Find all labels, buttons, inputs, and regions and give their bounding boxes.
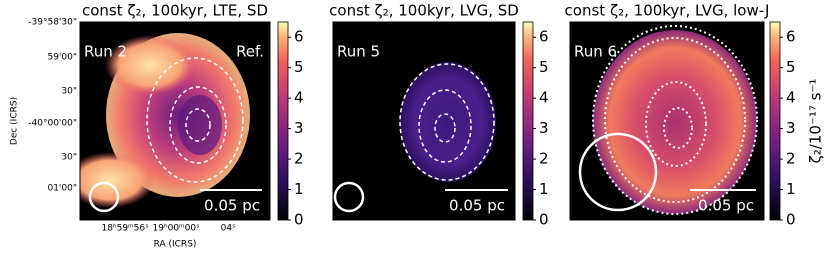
run-label: Run 5 [337, 43, 380, 61]
y-tick-label: -40°00'00" [28, 119, 77, 129]
colorbar-tick-label: 1 [539, 180, 549, 198]
map-panel-3 [570, 22, 764, 220]
panel-title: const ζ₂, 100kyr, LTE, SD [82, 2, 268, 20]
panel-title: const ζ₂, 100kyr, LVG, low-J [565, 2, 770, 20]
y-tick-label: 59'00" [47, 53, 77, 63]
colorbar [277, 21, 289, 221]
colorbar-tick-label: 2 [539, 150, 549, 168]
colorbar-tick-label: 0 [294, 211, 304, 229]
run-label: Run 2 [84, 43, 127, 61]
x-tick-label: 18ʰ59ᵐ56ˢ [102, 224, 149, 234]
colorbar [769, 21, 781, 221]
colorbar-tick-label: 0 [786, 211, 796, 229]
x-tick-label: 19ʰ00ᵐ00ˢ [153, 224, 200, 234]
run-label: Run 6 [574, 43, 617, 61]
map-panel-2 [333, 22, 515, 220]
colorbar-tick-label: 1 [786, 180, 796, 198]
colorbar-tick-label: 4 [294, 89, 304, 107]
scale-bar-label: 0.05 pc [698, 197, 754, 215]
colorbar-label: ζ₂/10⁻¹⁷ s⁻¹ [807, 79, 825, 164]
reference-label: Ref. [236, 43, 264, 61]
colorbar-tick-label: 6 [786, 28, 796, 46]
x-axis-label: RA (ICRS) [154, 240, 197, 250]
map-panel-1 [80, 22, 270, 220]
y-tick-label: 30" [61, 153, 77, 163]
colorbar-tick-label: 2 [786, 150, 796, 168]
colorbar [522, 21, 534, 221]
x-tick-label: 04ˢ [221, 224, 236, 234]
colorbar-tick-label: 3 [786, 119, 796, 137]
panel-title: const ζ₂, 100kyr, LVG, SD [329, 2, 519, 20]
colorbar-tick-label: 6 [539, 28, 549, 46]
colorbar-tick-label: 4 [786, 89, 796, 107]
y-tick-label: 01'00" [47, 184, 77, 194]
y-tick-label: 30" [61, 87, 77, 97]
y-axis-label: Dec (ICRS) [10, 97, 20, 145]
colorbar-tick-label: 5 [786, 58, 796, 76]
colorbar-tick-label: 6 [294, 28, 304, 46]
colorbar-tick-label: 0 [539, 211, 549, 229]
colorbar-tick-label: 3 [539, 119, 549, 137]
colorbar-tick-label: 3 [294, 119, 304, 137]
colorbar-tick-label: 2 [294, 150, 304, 168]
colorbar-tick-label: 1 [294, 180, 304, 198]
scale-bar-label: 0.05 pc [204, 197, 260, 215]
y-tick-label: -39°58'30" [28, 18, 77, 28]
colorbar-tick-label: 5 [539, 58, 549, 76]
scale-bar-label: 0.05 pc [449, 197, 505, 215]
colorbar-tick-label: 5 [294, 58, 304, 76]
colorbar-tick-label: 4 [539, 89, 549, 107]
